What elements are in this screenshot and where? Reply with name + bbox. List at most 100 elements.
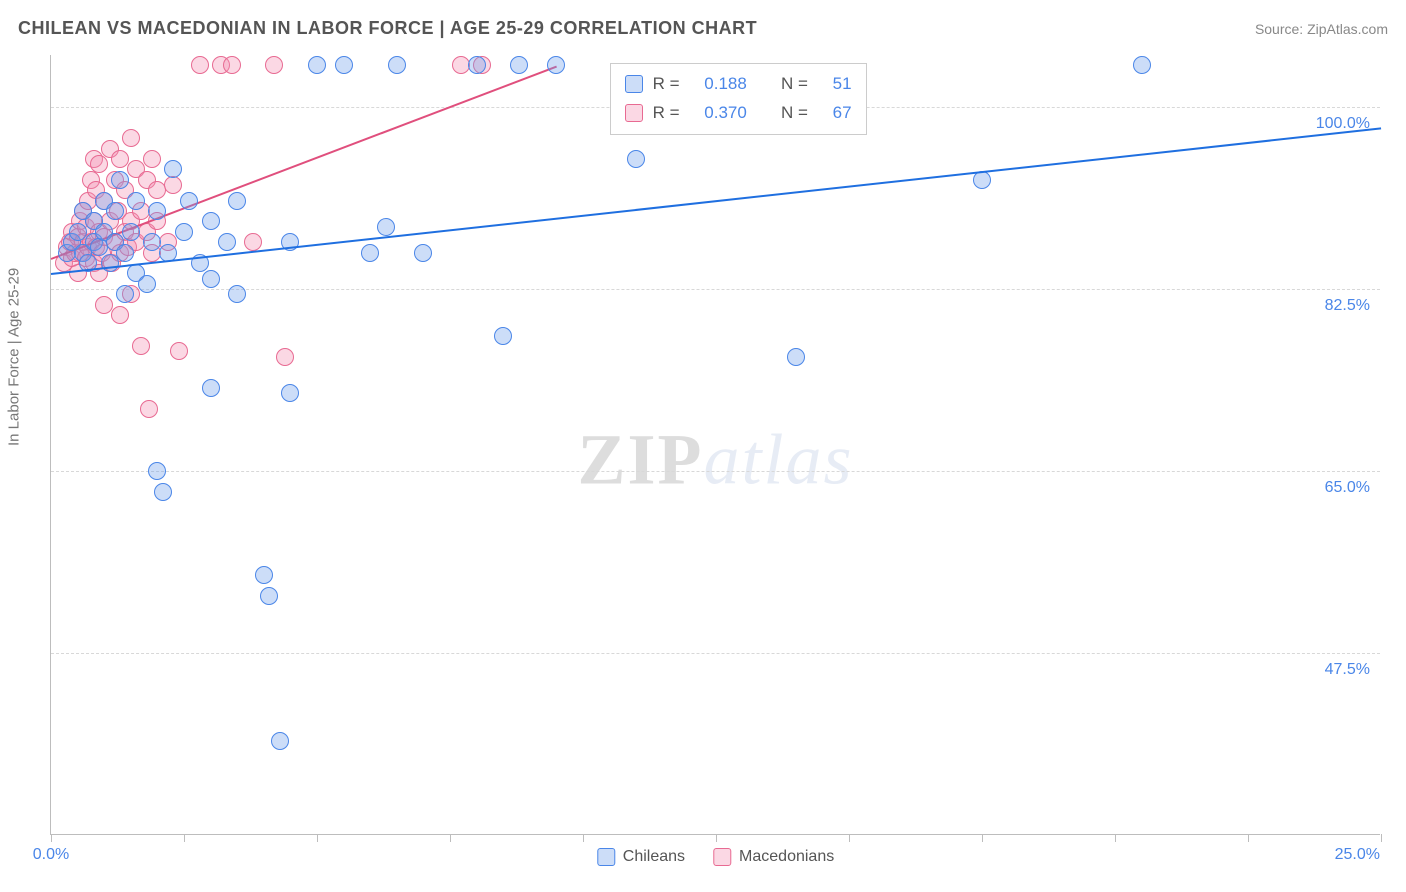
legend-series-name: Macedonians [739,848,834,866]
x-tick [1381,834,1382,842]
data-point [494,327,512,345]
y-tick-label: 65.0% [1325,479,1370,497]
legend-swatch [713,848,731,866]
data-point [154,483,172,501]
data-point [281,384,299,402]
data-point [138,275,156,293]
trend-line [51,128,1381,276]
data-point [228,192,246,210]
chart-title: CHILEAN VS MACEDONIAN IN LABOR FORCE | A… [18,18,757,39]
data-point [106,202,124,220]
legend-n-value: 51 [833,70,852,99]
legend-r-label: R = [653,99,680,128]
data-point [101,254,119,272]
legend-row: R = 0.370 N = 67 [625,99,852,128]
legend-r-value: 0.188 [704,70,747,99]
data-point [244,233,262,251]
y-tick-label: 82.5% [1325,297,1370,315]
data-point [143,233,161,251]
y-axis-title: In Labor Force | Age 25-29 [6,268,23,446]
data-point [388,56,406,74]
gridline [51,289,1380,290]
legend-bottom: Chileans Macedonians [597,848,834,866]
source-label: Source: ZipAtlas.com [1255,21,1388,37]
data-point [547,56,565,74]
gridline [51,471,1380,472]
data-point [122,129,140,147]
y-tick-label: 47.5% [1325,661,1370,679]
legend-stats: R = 0.188 N = 51R = 0.370 N = 67 [610,63,867,135]
data-point [111,306,129,324]
data-point [180,192,198,210]
data-point [468,56,486,74]
data-point [255,566,273,584]
data-point [90,155,108,173]
data-point [414,244,432,262]
data-point [377,218,395,236]
data-point [175,223,193,241]
data-point [1133,56,1151,74]
data-point [202,270,220,288]
legend-item: Macedonians [713,848,834,866]
watermark: ZIPatlas [577,419,853,502]
x-tick [1248,834,1249,842]
data-point [627,150,645,168]
legend-swatch [625,104,643,122]
data-point [170,342,188,360]
data-point [111,171,129,189]
data-point [276,348,294,366]
data-point [95,296,113,314]
data-point [510,56,528,74]
legend-n-label: N = [781,70,808,99]
legend-swatch [625,75,643,93]
data-point [164,176,182,194]
legend-r-label: R = [653,70,680,99]
data-point [122,223,140,241]
data-point [69,223,87,241]
data-point [361,244,379,262]
x-tick-label-end: 25.0% [1335,846,1380,864]
data-point [202,379,220,397]
x-tick-label-start: 0.0% [33,846,69,864]
data-point [265,56,283,74]
legend-series-name: Chileans [623,848,685,866]
data-point [140,400,158,418]
x-tick [849,834,850,842]
data-point [228,285,246,303]
title-bar: CHILEAN VS MACEDONIAN IN LABOR FORCE | A… [18,18,1388,39]
legend-swatch [597,848,615,866]
data-point [271,732,289,750]
x-tick [317,834,318,842]
data-point [143,150,161,168]
data-point [218,233,236,251]
watermark-atlas: atlas [704,420,854,500]
legend-r-value: 0.370 [704,99,747,128]
plot-area: ZIPatlas 0.0% 25.0% ChileansMacedonians … [50,55,1380,835]
legend-n-label: N = [781,99,808,128]
legend-item: Chileans [597,848,685,866]
x-tick [716,834,717,842]
data-point [111,150,129,168]
legend-n-value: 67 [833,99,852,128]
watermark-zip: ZIP [577,420,703,500]
data-point [308,56,326,74]
data-point [335,56,353,74]
data-point [116,285,134,303]
data-point [191,56,209,74]
x-tick [583,834,584,842]
x-tick [450,834,451,842]
data-point [164,160,182,178]
data-point [127,192,145,210]
x-tick [184,834,185,842]
data-point [202,212,220,230]
x-tick [982,834,983,842]
legend-row: R = 0.188 N = 51 [625,70,852,99]
data-point [223,56,241,74]
data-point [116,244,134,262]
x-tick [51,834,52,842]
data-point [148,462,166,480]
x-tick [1115,834,1116,842]
data-point [787,348,805,366]
gridline [51,653,1380,654]
data-point [132,337,150,355]
